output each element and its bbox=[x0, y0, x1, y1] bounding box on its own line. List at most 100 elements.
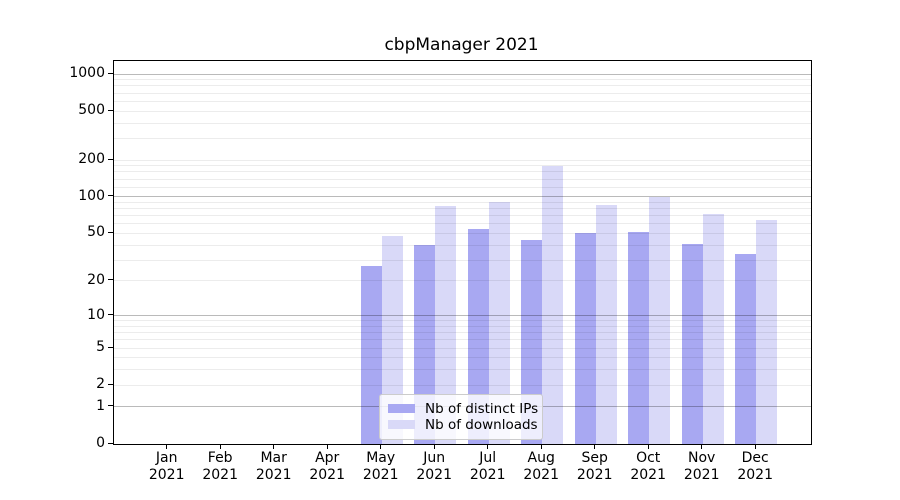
grid-layer bbox=[114, 61, 811, 444]
bars-layer bbox=[114, 61, 811, 444]
y-tick-label: 100 bbox=[78, 187, 105, 204]
y-tick-mark bbox=[108, 231, 113, 233]
legend: Nb of distinct IPs Nb of downloads bbox=[379, 394, 543, 440]
minor-gridline bbox=[114, 384, 811, 386]
y-tick-mark bbox=[108, 346, 113, 348]
bar-distinct-ips-nov bbox=[681, 243, 703, 444]
x-tick-label: Feb 2021 bbox=[202, 450, 238, 483]
minor-gridline bbox=[114, 320, 811, 322]
minor-gridline bbox=[114, 232, 811, 234]
bar-downloads-may bbox=[381, 235, 403, 444]
minor-gridline bbox=[114, 201, 811, 203]
minor-gridline bbox=[114, 92, 811, 94]
bar-downloads-jun bbox=[435, 206, 457, 444]
x-tick-label: May 2021 bbox=[362, 450, 399, 483]
x-tick-mark bbox=[219, 444, 221, 449]
x-tick-mark bbox=[487, 444, 489, 449]
y-tick-mark bbox=[108, 405, 113, 407]
x-tick-label: Jul 2021 bbox=[469, 450, 506, 483]
bar-downloads-oct bbox=[649, 196, 671, 444]
x-tick-label: Aug 2021 bbox=[523, 450, 559, 483]
y-tick-mark bbox=[108, 158, 113, 160]
minor-gridline bbox=[114, 339, 811, 341]
bar-distinct-ips-aug bbox=[521, 240, 543, 444]
legend-label-downloads: Nb of downloads bbox=[425, 416, 538, 433]
legend-swatch-distinct-ips bbox=[388, 404, 415, 413]
major-gridline bbox=[114, 196, 811, 198]
minor-gridline bbox=[114, 332, 811, 334]
minor-gridline bbox=[114, 137, 811, 139]
x-tick-mark bbox=[701, 444, 703, 449]
x-tick-label: Oct 2021 bbox=[630, 450, 666, 483]
minor-gridline bbox=[114, 85, 811, 87]
y-tick-mark bbox=[108, 383, 113, 385]
minor-gridline bbox=[114, 79, 811, 81]
minor-gridline bbox=[114, 208, 811, 210]
bar-distinct-ips-jul bbox=[467, 229, 489, 444]
bar-downloads-nov bbox=[702, 214, 724, 444]
legend-item-distinct-ips: Nb of distinct IPs bbox=[388, 401, 538, 417]
x-tick-label: Nov 2021 bbox=[683, 450, 720, 483]
bar-distinct-ips-dec bbox=[735, 253, 757, 444]
y-tick-label: 200 bbox=[78, 151, 105, 168]
x-tick-mark bbox=[754, 444, 756, 449]
x-tick-label: Apr 2021 bbox=[309, 450, 345, 483]
y-tick-label: 500 bbox=[78, 102, 105, 119]
minor-gridline bbox=[114, 244, 811, 246]
legend-item-downloads: Nb of downloads bbox=[388, 417, 538, 433]
chart-title: cbpManager 2021 bbox=[384, 35, 539, 55]
y-tick-mark bbox=[108, 109, 113, 111]
minor-gridline bbox=[114, 357, 811, 359]
x-tick-label: Jan 2021 bbox=[148, 450, 185, 483]
y-tick-mark bbox=[108, 314, 113, 316]
minor-gridline bbox=[114, 171, 811, 173]
bar-downloads-jul bbox=[488, 202, 510, 444]
x-tick-mark bbox=[433, 444, 435, 449]
bar-distinct-ips-oct bbox=[628, 232, 650, 444]
minor-gridline bbox=[114, 369, 811, 371]
x-tick-label: Jun 2021 bbox=[416, 450, 452, 483]
major-gridline bbox=[114, 73, 811, 75]
minor-gridline bbox=[114, 186, 811, 188]
minor-gridline bbox=[114, 122, 811, 124]
y-tick-label: 1 bbox=[96, 397, 105, 414]
x-tick-label: Dec 2021 bbox=[737, 450, 773, 483]
y-tick-label: 5 bbox=[96, 339, 105, 356]
y-tick-mark bbox=[108, 279, 113, 281]
y-tick-label: 20 bbox=[87, 271, 105, 288]
bar-downloads-aug bbox=[542, 165, 564, 444]
legend-label-distinct-ips: Nb of distinct IPs bbox=[425, 400, 539, 417]
minor-gridline bbox=[114, 223, 811, 225]
x-tick-mark bbox=[647, 444, 649, 449]
minor-gridline bbox=[114, 178, 811, 180]
minor-gridline bbox=[114, 159, 811, 161]
y-tick-label: 0 bbox=[96, 435, 105, 451]
y-tick-mark bbox=[108, 442, 113, 444]
major-gridline bbox=[114, 315, 811, 317]
bar-distinct-ips-sep bbox=[574, 233, 596, 444]
minor-gridline bbox=[114, 280, 811, 282]
y-tick-mark bbox=[108, 72, 113, 74]
bar-distinct-ips-may bbox=[360, 265, 382, 444]
minor-gridline bbox=[114, 110, 811, 112]
x-tick-label: Mar 2021 bbox=[255, 450, 292, 483]
x-tick-label: Sep 2021 bbox=[576, 450, 613, 483]
minor-gridline bbox=[114, 347, 811, 349]
bar-downloads-dec bbox=[756, 220, 778, 444]
plot-area: Nb of distinct IPs Nb of downloads bbox=[113, 60, 812, 445]
y-tick-label: 10 bbox=[87, 306, 105, 323]
x-tick-mark bbox=[540, 444, 542, 449]
x-tick-mark bbox=[380, 444, 382, 449]
minor-gridline bbox=[114, 259, 811, 261]
y-tick-mark bbox=[108, 195, 113, 197]
y-tick-label: 1000 bbox=[69, 65, 105, 82]
minor-gridline bbox=[114, 215, 811, 217]
x-tick-mark bbox=[326, 444, 328, 449]
x-tick-mark bbox=[594, 444, 596, 449]
minor-gridline bbox=[114, 100, 811, 102]
bar-downloads-sep bbox=[595, 205, 617, 444]
x-tick-mark bbox=[273, 444, 275, 449]
y-tick-label: 2 bbox=[96, 376, 105, 393]
y-tick-label: 50 bbox=[87, 224, 105, 241]
